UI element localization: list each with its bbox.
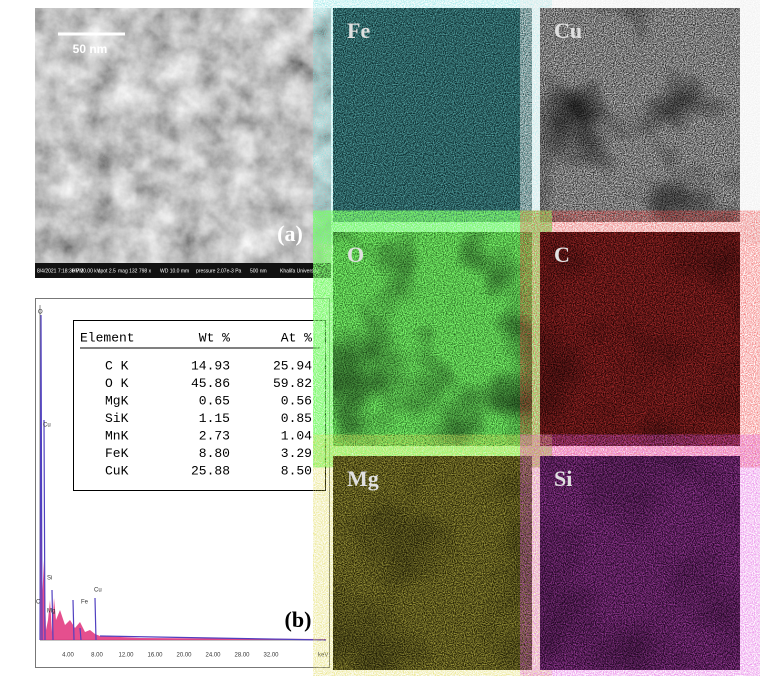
eds-table-cells: Element Wt % At % C K 14.93 25.94 O K 45.86 59.8…	[80, 330, 312, 478]
x-tick-label: 28.00	[234, 653, 250, 659]
info-text: 8/4/2021 7:18:30 PM	[37, 268, 83, 274]
table-cell: 14.93	[191, 358, 230, 373]
x-tick-label: 16.00	[147, 653, 163, 659]
table-header: At %	[281, 330, 312, 345]
peak-label: Fe	[81, 600, 89, 606]
map-label: Fe	[347, 18, 370, 43]
element-map: O	[333, 232, 532, 446]
map-label: Cu	[554, 18, 582, 43]
map-label: Mg	[347, 466, 379, 491]
sem-texture	[35, 8, 331, 270]
x-unit: keV	[318, 653, 328, 659]
peak-labels: O Cu Si Fe Mg Cu C	[36, 310, 102, 615]
x-tick-label: 8.00	[91, 653, 103, 659]
element-map: Cu	[540, 8, 740, 222]
table-cell: 59.82	[273, 376, 312, 391]
map-shadow	[333, 232, 532, 446]
table-cell: CuK	[105, 463, 129, 478]
table-cell: SiK	[105, 411, 129, 426]
table-cell: 25.88	[191, 463, 230, 478]
panel-label: (a)	[277, 221, 303, 246]
info-text: spot 2.5	[98, 268, 116, 274]
info-text: pressure 2.07e-3 Pa	[196, 268, 242, 274]
x-tick-label: 24.00	[205, 653, 221, 659]
map-shadow	[540, 456, 740, 670]
map-label: C	[554, 242, 570, 267]
table-cell: MnK	[105, 428, 129, 443]
table-cell: 0.85	[281, 411, 312, 426]
table-cell: O K	[105, 376, 129, 391]
peak-label: Mg	[47, 609, 55, 615]
element-maps: Fe Cu O C Mg Si	[333, 8, 740, 670]
info-text: mag 132 798 x	[118, 268, 152, 274]
table-cell: 1.15	[199, 411, 230, 426]
eds-table	[73, 320, 326, 491]
spectrum-line	[39, 314, 327, 641]
element-map: Mg	[333, 456, 532, 670]
x-tick-labels: 4.00 8.00 12.00 16.00 20.00 24.00 28.00 32.00	[62, 653, 279, 659]
x-tick-label: 12.00	[118, 653, 134, 659]
element-map: Si	[540, 456, 740, 670]
table-cell: 45.86	[191, 376, 230, 391]
info-text: WD 10.0 mm	[160, 268, 189, 274]
scale-bar-label: 50 nm	[73, 42, 108, 56]
map-signal	[333, 8, 532, 222]
info-text: HV 20.00 kV	[72, 268, 101, 274]
element-map: Fe	[333, 8, 532, 222]
info-text: Khalifa University	[280, 268, 319, 274]
table-cell: 0.65	[199, 393, 230, 408]
table-cell: 25.94	[273, 358, 312, 373]
info-bar	[35, 263, 331, 278]
x-tick-label: 4.00	[62, 653, 74, 659]
table-cell: 0.56	[281, 393, 312, 408]
table-cell: 2.73	[199, 428, 230, 443]
x-tick-label: 32.00	[263, 653, 279, 659]
x-tick-label: 20.00	[176, 653, 192, 659]
peak-label: C	[36, 600, 41, 606]
map-shadow	[333, 456, 532, 670]
table-header: Element	[80, 330, 135, 345]
table-cell: C K	[105, 358, 129, 373]
table-cell: 8.80	[199, 446, 230, 461]
map-label: Si	[554, 466, 572, 491]
table-cell: 3.29	[281, 446, 312, 461]
panel-label: (b)	[285, 607, 312, 632]
table-cell: 8.50	[281, 463, 312, 478]
table-cell: 1.04	[281, 428, 312, 443]
spectrum-panel: O Cu Si Fe Mg Cu C 4.00 8.00 12.00 16.00 20.00 24.0…	[35, 298, 330, 668]
map-label: O	[347, 242, 364, 267]
table-header: Wt %	[199, 330, 230, 345]
table-cell: MgK	[105, 393, 129, 408]
peak-label: Cu	[94, 588, 102, 594]
table-cell: FeK	[105, 446, 129, 461]
peak-label: Cu	[43, 423, 51, 429]
element-map: C	[540, 232, 740, 446]
map-shadow	[540, 8, 740, 222]
map-shadow	[540, 232, 740, 446]
info-text: 500 nm	[250, 268, 267, 274]
peak-label: O	[38, 310, 43, 316]
peak-label: Si	[47, 576, 52, 582]
